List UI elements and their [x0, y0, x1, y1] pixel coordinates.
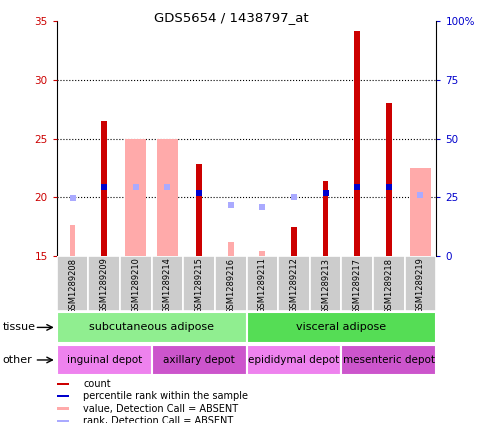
Bar — [278, 256, 310, 311]
Bar — [183, 256, 215, 311]
Bar — [57, 407, 69, 409]
Point — [69, 195, 76, 202]
Bar — [246, 345, 341, 375]
Point — [353, 183, 361, 190]
Text: GSM1289208: GSM1289208 — [68, 258, 77, 313]
Bar — [57, 312, 246, 343]
Text: GSM1289219: GSM1289219 — [416, 258, 425, 313]
Bar — [386, 103, 392, 256]
Bar — [152, 345, 246, 375]
Bar — [57, 395, 69, 398]
Point — [290, 194, 298, 201]
Text: other: other — [2, 355, 32, 365]
Point — [417, 192, 424, 198]
Bar — [57, 345, 152, 375]
Text: inguinal depot: inguinal depot — [67, 355, 142, 365]
Text: GSM1289211: GSM1289211 — [258, 258, 267, 313]
Text: value, Detection Call = ABSENT: value, Detection Call = ABSENT — [83, 404, 239, 414]
Bar — [70, 225, 75, 256]
Bar — [246, 256, 278, 311]
Bar — [120, 256, 152, 311]
Text: subcutaneous adipose: subcutaneous adipose — [89, 322, 214, 332]
Bar — [57, 420, 69, 422]
Text: GSM1289209: GSM1289209 — [100, 258, 108, 313]
Text: percentile rank within the sample: percentile rank within the sample — [83, 391, 248, 401]
Bar — [341, 256, 373, 311]
Text: tissue: tissue — [2, 322, 35, 332]
Text: visceral adipose: visceral adipose — [296, 322, 387, 332]
Point — [164, 183, 172, 190]
Point — [132, 183, 140, 190]
Text: GSM1289217: GSM1289217 — [352, 258, 362, 313]
Bar — [152, 256, 183, 311]
Text: GSM1289213: GSM1289213 — [321, 258, 330, 313]
Bar — [215, 256, 246, 311]
Bar — [57, 383, 69, 385]
Text: GSM1289215: GSM1289215 — [195, 258, 204, 313]
Text: epididymal depot: epididymal depot — [248, 355, 340, 365]
Text: GSM1289212: GSM1289212 — [289, 258, 298, 313]
Text: GSM1289210: GSM1289210 — [131, 258, 141, 313]
Text: mesenteric depot: mesenteric depot — [343, 355, 435, 365]
Bar — [196, 165, 202, 256]
Bar — [341, 345, 436, 375]
Bar — [157, 138, 177, 256]
Text: GSM1289216: GSM1289216 — [226, 258, 235, 313]
Bar — [323, 181, 328, 256]
Bar — [291, 227, 297, 256]
Bar — [88, 256, 120, 311]
Point — [195, 189, 203, 196]
Point — [227, 202, 235, 209]
Text: axillary depot: axillary depot — [163, 355, 235, 365]
Bar — [259, 251, 265, 256]
Point — [385, 183, 393, 190]
Bar — [405, 256, 436, 311]
Bar — [310, 256, 341, 311]
Point — [100, 183, 108, 190]
Point — [321, 189, 329, 196]
Point — [258, 203, 266, 210]
Bar — [57, 256, 88, 311]
Text: GDS5654 / 1438797_at: GDS5654 / 1438797_at — [154, 11, 309, 24]
Bar — [101, 121, 107, 256]
Text: rank, Detection Call = ABSENT: rank, Detection Call = ABSENT — [83, 416, 234, 423]
Bar — [373, 256, 405, 311]
Text: GSM1289218: GSM1289218 — [385, 258, 393, 313]
Text: GSM1289214: GSM1289214 — [163, 258, 172, 313]
Bar — [126, 138, 146, 256]
Bar — [354, 30, 360, 256]
Text: count: count — [83, 379, 111, 389]
Bar — [228, 242, 234, 256]
Bar — [246, 312, 436, 343]
Bar — [410, 168, 431, 256]
